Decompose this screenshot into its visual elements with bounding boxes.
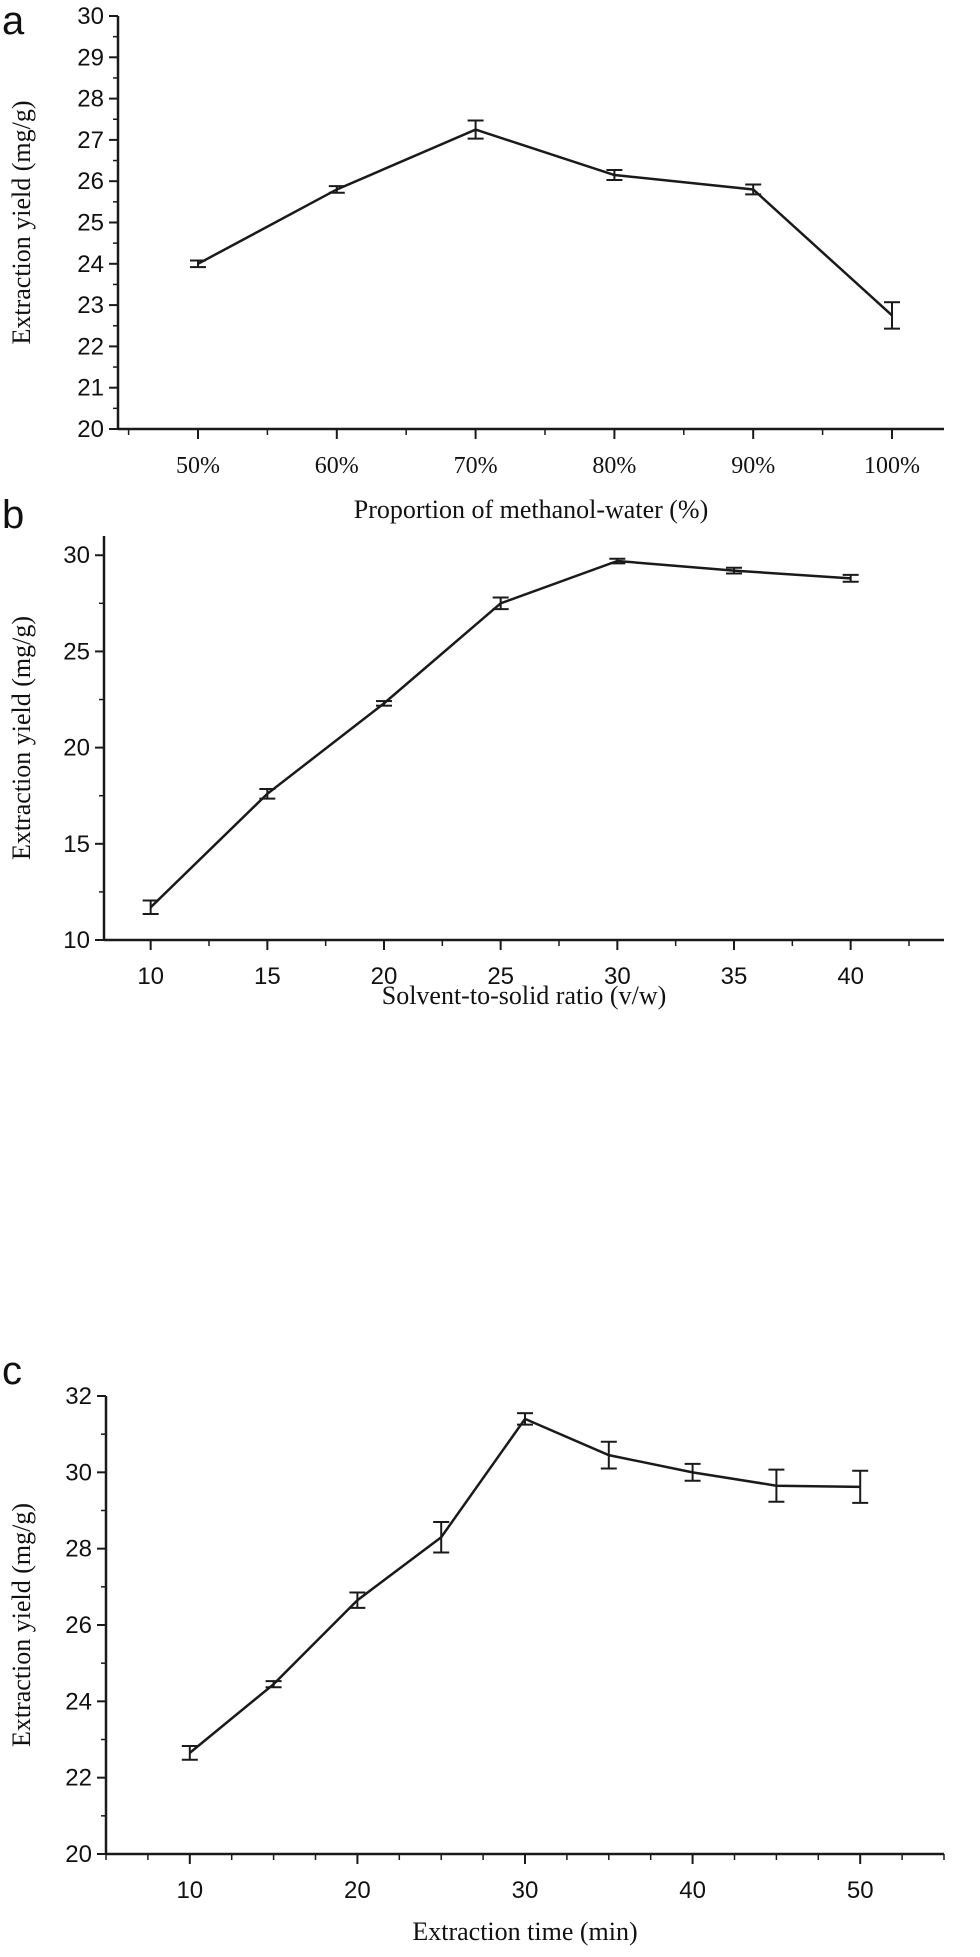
y-tick-label: 28 xyxy=(77,86,104,113)
y-tick-label: 24 xyxy=(77,251,104,278)
x-axis-label: Extraction time (min) xyxy=(412,1917,637,1946)
error-bar xyxy=(726,566,742,575)
x-axis-label: Proportion of methanol-water (%) xyxy=(354,495,709,524)
error-bar xyxy=(609,557,626,565)
y-tick-label: 27 xyxy=(77,127,104,154)
y-tick-label: 20 xyxy=(77,416,104,443)
error-bar xyxy=(328,185,345,194)
error-bar xyxy=(884,301,900,330)
y-tick-label: 22 xyxy=(77,333,104,360)
error-bar xyxy=(768,1468,785,1503)
x-tick-label: 50 xyxy=(847,1877,874,1904)
y-tick-label: 28 xyxy=(65,1536,92,1563)
y-tick-label: 29 xyxy=(77,44,104,71)
error-bar xyxy=(181,1744,198,1761)
x-tick-label: 35 xyxy=(721,963,748,990)
y-tick-label: 30 xyxy=(65,1459,92,1486)
x-tick-label: 10 xyxy=(137,963,164,990)
y-tick-label: 20 xyxy=(63,735,90,762)
y-tick-label: 21 xyxy=(77,375,104,402)
x-tick-label: 40 xyxy=(837,963,864,990)
series-line xyxy=(189,1417,861,1754)
error-bar xyxy=(142,899,159,916)
error-bar xyxy=(265,1680,282,1689)
error-bar xyxy=(517,1412,533,1426)
series-line xyxy=(149,559,851,909)
chart-panel-a: a 20 21 22 23 24 25 26 27 28 29 30 50% 60% 70% 80% 90% 10… xyxy=(2,0,944,524)
y-tick-label: 24 xyxy=(65,1688,92,1715)
x-tick-label: 30 xyxy=(512,1877,539,1904)
error-bar xyxy=(433,1520,450,1554)
chart-panel-c: c 20 22 24 26 28 30 32 10 20 30 40 50 Extraction time… xyxy=(2,1349,945,1946)
series-line xyxy=(197,128,893,317)
error-bar xyxy=(259,787,276,800)
y-axis-label: Extraction yield (mg/g) xyxy=(7,1503,36,1747)
y-tick-label: 15 xyxy=(63,831,90,858)
chart-panel-b: b 10 15 20 25 30 10 15 20 25 30 35 40 Solvent-to-soli… xyxy=(2,493,944,1010)
y-tick-label: 25 xyxy=(77,210,104,237)
error-bar xyxy=(467,119,484,140)
x-tick-label: 70% xyxy=(454,453,498,479)
y-axis-label: Extraction yield (mg/g) xyxy=(7,100,36,344)
x-tick-label: 60% xyxy=(315,453,359,479)
y-tick-label: 26 xyxy=(77,168,104,195)
panel-letter: c xyxy=(2,1349,22,1393)
y-tick-label: 30 xyxy=(63,542,90,569)
error-bar xyxy=(842,573,859,583)
panel-letter: b xyxy=(2,493,24,537)
y-tick-label: 25 xyxy=(63,638,90,665)
x-tick-label: 50% xyxy=(176,453,220,479)
x-tick-label: 10 xyxy=(176,1877,203,1904)
error-bar xyxy=(600,1440,617,1470)
y-axis-label: Extraction yield (mg/g) xyxy=(7,616,36,860)
error-bar xyxy=(745,183,762,196)
panel-letter: a xyxy=(2,0,25,43)
error-bar xyxy=(684,1462,701,1482)
x-tick-label: 90% xyxy=(731,453,775,479)
y-tick-label: 23 xyxy=(77,292,104,319)
error-bar xyxy=(606,169,623,181)
y-tick-label: 22 xyxy=(65,1765,92,1792)
y-tick-label: 20 xyxy=(65,1841,92,1868)
x-tick-label: 40 xyxy=(679,1877,706,1904)
x-tick-label: 80% xyxy=(592,453,636,479)
y-tick-label: 10 xyxy=(63,927,90,954)
y-tick-label: 32 xyxy=(65,1383,92,1410)
x-tick-label: 15 xyxy=(254,963,281,990)
error-bar xyxy=(852,1469,869,1504)
y-tick-label: 30 xyxy=(77,3,104,30)
error-bar xyxy=(349,1591,366,1609)
y-tick-label: 26 xyxy=(65,1612,92,1639)
error-bar xyxy=(492,596,509,611)
x-tick-label: 20 xyxy=(344,1877,371,1904)
x-tick-label: 20 xyxy=(371,963,398,990)
error-bar xyxy=(376,700,392,707)
x-axis-label: Solvent-to-solid ratio (v/w) xyxy=(382,981,667,1010)
x-tick-label: 25 xyxy=(487,963,514,990)
x-tick-label: 100% xyxy=(864,453,920,479)
x-tick-label: 30 xyxy=(604,963,631,990)
error-bar xyxy=(190,259,206,269)
